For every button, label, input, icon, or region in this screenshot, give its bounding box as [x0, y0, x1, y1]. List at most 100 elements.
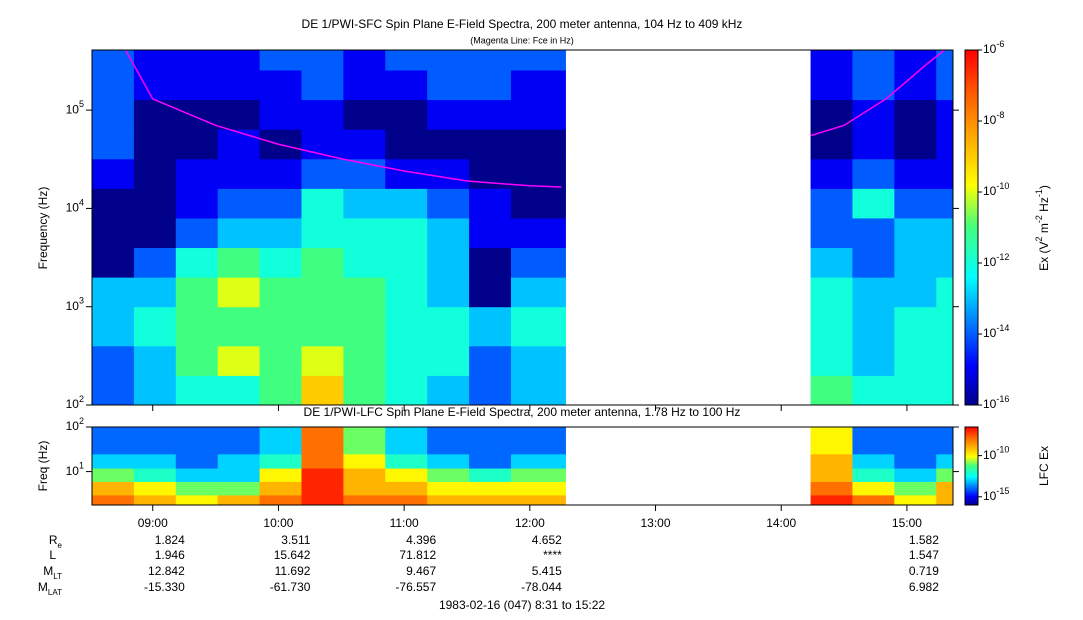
spectrogram-cell — [427, 247, 470, 278]
spectrogram-cell — [469, 440, 512, 455]
spectrogram-cell — [343, 247, 386, 278]
spectrogram-cell — [510, 427, 566, 441]
spectrogram-cell — [852, 70, 895, 101]
spectrogram-cell — [936, 70, 954, 101]
spectrogram-cell — [259, 453, 302, 469]
spectrogram-cell — [469, 188, 512, 219]
spectrogram-cell — [894, 468, 937, 482]
spectrogram-cell — [810, 440, 853, 455]
spectrogram-cell — [343, 440, 386, 455]
x-tick-label: 09:00 — [138, 516, 168, 530]
spectrogram-cell — [133, 306, 177, 347]
spectrogram-cell — [175, 453, 219, 469]
spectrogram-cell — [894, 440, 937, 455]
spectrogram-cell — [510, 129, 566, 160]
ephemeris-value: 12.842 — [148, 564, 185, 578]
spectrogram-cell — [343, 481, 386, 496]
spectrogram-cell — [427, 306, 470, 347]
spectrogram-cell — [175, 217, 219, 249]
spectrogram-cell — [427, 70, 470, 101]
spectrogram-cell — [469, 99, 512, 130]
ephemeris-label-sub: e — [58, 541, 63, 550]
colorbar-tick-label: 10-16 — [983, 394, 1009, 411]
y-tick-label: 102 — [66, 416, 84, 433]
spectrogram-cell — [894, 188, 937, 219]
spectrogram-cell — [301, 440, 344, 455]
spectrogram-cell — [259, 277, 302, 308]
spectrogram-cell — [175, 277, 219, 308]
spectrogram-cell — [852, 440, 895, 455]
spectrogram-cell — [427, 427, 470, 441]
ephemeris-value: -78.044 — [521, 580, 562, 594]
spectrogram-cell — [301, 247, 344, 278]
ephemeris-value: 6.982 — [909, 580, 939, 594]
spectrogram-cell — [852, 99, 895, 130]
spectrogram-cell — [469, 50, 512, 71]
spectrogram-cell — [894, 99, 937, 130]
spectrogram-cell — [259, 99, 302, 130]
spectrogram-cell — [217, 50, 261, 71]
ephemeris-value: 4.652 — [532, 533, 562, 547]
x-tick-label: 11:00 — [390, 516, 419, 530]
spectrogram-cell — [427, 99, 470, 130]
spectrogram-cell — [852, 247, 895, 278]
spectrogram-cell — [259, 306, 302, 347]
spectrogram-cell — [936, 277, 954, 308]
spectrogram-cell — [469, 247, 512, 278]
spectrogram-cell — [92, 468, 135, 482]
spectrogram-cell — [217, 188, 261, 219]
spectrogram-cell — [217, 481, 261, 496]
spectrogram-cell — [385, 453, 428, 469]
spectrogram-cell — [936, 375, 954, 406]
spectrogram-cell — [92, 99, 135, 130]
spectrogram-cell — [510, 50, 566, 71]
spectrogram-cell — [259, 158, 302, 189]
spectrogram-cell — [92, 427, 135, 441]
spectrogram-cell — [894, 375, 937, 406]
spectrogram-cell — [343, 306, 386, 347]
spectrogram-cell — [92, 306, 135, 347]
spectrogram-cell — [810, 188, 853, 219]
spectrogram-cell — [936, 453, 954, 469]
spectrogram-cell — [301, 345, 344, 376]
spectrogram-cell — [894, 50, 937, 71]
spectrogram-cell — [385, 440, 428, 455]
spectrogram-cell — [427, 345, 470, 376]
spectrogram-cell — [469, 453, 512, 469]
spectrogram-cell — [427, 494, 470, 506]
spectrogram-cell — [936, 217, 954, 249]
spectrogram-cell — [301, 306, 344, 347]
spectrogram-cell — [894, 158, 937, 189]
spectrogram-cell — [385, 247, 428, 278]
spectrogram-cell — [133, 345, 177, 376]
spectrogram-cell — [936, 468, 954, 482]
spectrogram-cell — [427, 158, 470, 189]
spectrogram-cell — [217, 306, 261, 347]
colorbar — [964, 49, 979, 406]
colorbar-label: Ex (V2 m-2 Hz-1) — [1034, 185, 1051, 271]
spectrogram-cell — [385, 99, 428, 130]
spectrogram-cell — [852, 345, 895, 376]
spectrogram-cell — [510, 481, 566, 496]
spectrogram-cell — [385, 375, 428, 406]
spectrogram-cell — [510, 375, 566, 406]
spectrogram-cell — [936, 99, 954, 130]
ephemeris-label: MLAT — [38, 580, 62, 596]
spectrogram-cell — [175, 345, 219, 376]
spectrogram-cell — [133, 494, 177, 506]
spectrogram-cell — [894, 427, 937, 441]
spectrogram-cell — [810, 277, 853, 308]
spectrogram-cell — [217, 247, 261, 278]
colorbar-tick-label: 10-10 — [983, 181, 1009, 198]
spectrogram-cell — [259, 247, 302, 278]
ephemeris-label: L — [49, 548, 56, 562]
spectrogram-cell — [133, 158, 177, 189]
spectrogram-cell — [92, 129, 135, 160]
spectrogram-cell — [301, 50, 344, 71]
colorbar-tick-label: 10-14 — [983, 323, 1009, 340]
spectrogram-cell — [217, 129, 261, 160]
spectrogram-cell — [217, 468, 261, 482]
spectrogram-cell — [852, 217, 895, 249]
spectrogram-cell — [92, 247, 135, 278]
spectrogram-cell — [343, 50, 386, 71]
